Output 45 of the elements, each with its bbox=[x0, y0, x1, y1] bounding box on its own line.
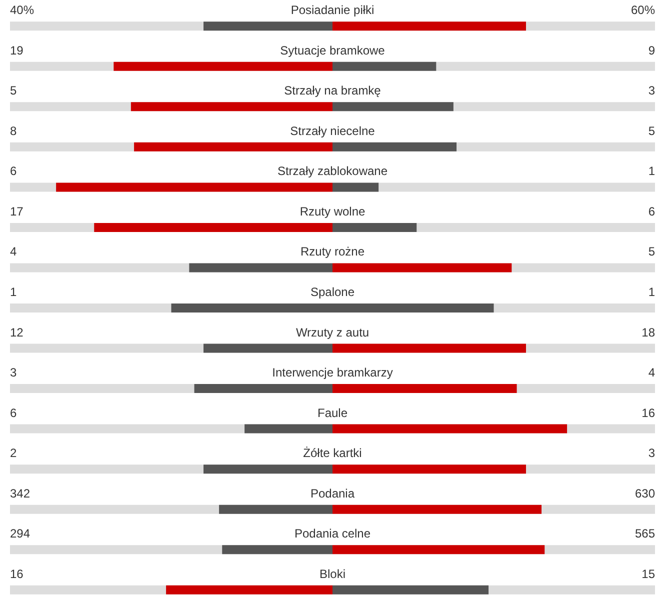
category-label: Posiadanie piłki bbox=[290, 3, 374, 18]
category-label: Podania celne bbox=[294, 526, 371, 541]
category-label: Rzuty wolne bbox=[300, 204, 366, 218]
data-label: 342 bbox=[10, 486, 30, 500]
data-label: 5 bbox=[10, 84, 17, 98]
data-label: 294 bbox=[10, 526, 30, 541]
category-label: Sytuacje bramkowe bbox=[280, 43, 386, 58]
data-label: 565 bbox=[634, 526, 656, 541]
data-label: 9 bbox=[648, 43, 656, 58]
category-label: Wrzuty z autu bbox=[296, 325, 370, 340]
data-label: 4 bbox=[10, 244, 17, 259]
data-label: 3 bbox=[648, 446, 656, 460]
data-label: 1 bbox=[648, 164, 656, 178]
data-label: 3 bbox=[648, 84, 656, 98]
data-label: 4 bbox=[648, 366, 656, 380]
data-label: 2 bbox=[10, 446, 17, 460]
data-label: 40% bbox=[10, 3, 34, 18]
data-label: 3 bbox=[10, 366, 17, 380]
category-label: Strzały niecelne bbox=[290, 124, 376, 138]
data-label: 6 bbox=[10, 164, 17, 178]
data-label: 17 bbox=[10, 204, 24, 218]
category-label: Strzały na bramkę bbox=[284, 84, 382, 98]
data-label: 5 bbox=[648, 124, 656, 138]
data-label: 60% bbox=[630, 3, 656, 18]
category-label: Bloki bbox=[319, 566, 346, 581]
category-label: Rzuty rożne bbox=[300, 244, 365, 259]
category-label: Interwencje bramkarzy bbox=[272, 366, 393, 380]
data-label: 18 bbox=[642, 325, 656, 340]
category-label: Żółte kartki bbox=[303, 446, 362, 460]
data-label: 630 bbox=[634, 486, 656, 500]
category-label: Spalone bbox=[310, 285, 355, 299]
data-label: 8 bbox=[10, 124, 17, 138]
data-label: 5 bbox=[648, 244, 656, 259]
data-label: 16 bbox=[10, 566, 24, 581]
data-label: 6 bbox=[10, 406, 17, 420]
category-label: Faule bbox=[317, 406, 348, 420]
category-label: Podania bbox=[310, 486, 355, 500]
data-label: 6 bbox=[648, 204, 656, 218]
data-label: 12 bbox=[10, 325, 24, 340]
data-label: 1 bbox=[648, 285, 656, 299]
data-label: 19 bbox=[10, 43, 24, 58]
category-label: Strzały zablokowane bbox=[277, 164, 388, 178]
data-label: 15 bbox=[642, 566, 656, 581]
data-label: 16 bbox=[642, 406, 656, 420]
data-label: 1 bbox=[10, 285, 17, 299]
